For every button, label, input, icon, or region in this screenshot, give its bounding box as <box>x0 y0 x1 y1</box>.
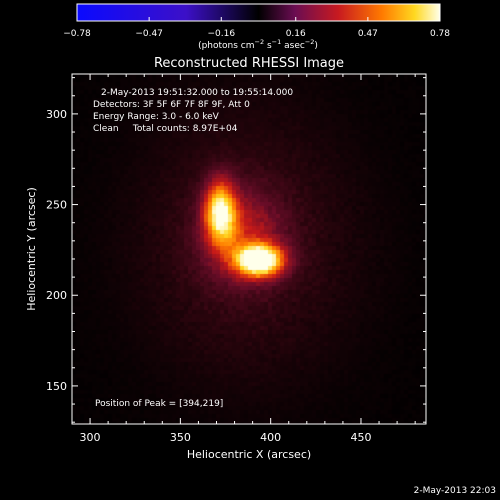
axis-ticks: 300 350 400 450 150 200 250 300 <box>46 74 426 444</box>
colorbar-tick-label: −0.47 <box>135 29 163 39</box>
annotation-total-counts: Clean Total counts: 8.97E+04 <box>93 124 238 134</box>
colorbar-ticks: −0.78 −0.47 −0.16 0.16 0.47 0.78 <box>63 17 450 39</box>
footer-timestamp: 2-May-2013 22:03 <box>414 486 496 496</box>
annotation-time-range: 2-May-2013 19:51:32.000 to 19:55:14.000 <box>101 88 293 98</box>
x-tick-label: 300 <box>80 431 101 444</box>
y-tick-label: 300 <box>46 108 67 121</box>
chart-title: Reconstructed RHESSI Image <box>154 56 344 71</box>
plot-frame <box>71 73 427 425</box>
colorbar <box>76 3 441 22</box>
heatmap-image <box>72 74 426 424</box>
colorbar-tick-label: −0.78 <box>63 29 91 39</box>
annotation-energy-range: Energy Range: 3.0 - 6.0 keV <box>93 112 220 122</box>
colorbar-tick-label: −0.16 <box>207 29 235 39</box>
y-tick-label: 250 <box>46 199 67 212</box>
colorbar-unit-label: (photons cm−2 s−1 asec−2) <box>198 38 318 51</box>
y-axis-label: Heliocentric Y (arcsec) <box>25 187 38 311</box>
x-tick-label: 450 <box>350 431 371 444</box>
colorbar-tick-label: 0.47 <box>358 29 378 39</box>
x-tick-label: 400 <box>260 431 281 444</box>
x-tick-label: 350 <box>170 431 191 444</box>
colorbar-tick-label: 0.78 <box>430 29 450 39</box>
annotation-peak-position: Position of Peak = [394,219] <box>95 399 223 409</box>
y-tick-label: 150 <box>46 380 67 393</box>
y-tick-label: 200 <box>46 289 67 302</box>
colorbar-tick-label: 0.16 <box>286 29 306 39</box>
x-axis-label: Heliocentric X (arcsec) <box>187 448 311 461</box>
annotation-detectors: Detectors: 3F 5F 6F 7F 8F 9F, Att 0 <box>93 100 250 110</box>
